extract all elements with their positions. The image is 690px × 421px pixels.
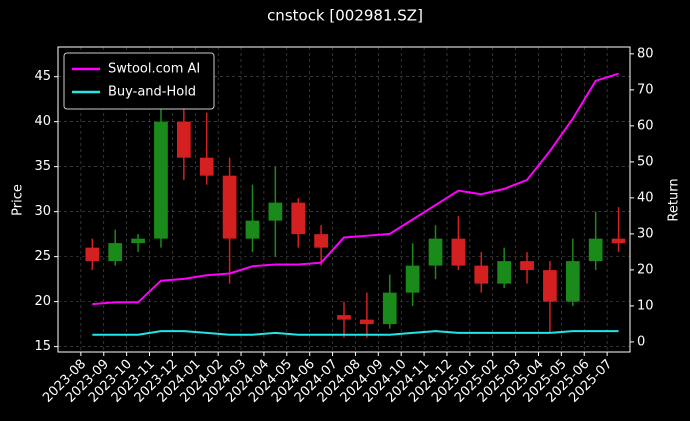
y2-tick-label: 70 — [637, 82, 654, 97]
candle-body — [565, 261, 580, 302]
candle-body — [497, 261, 512, 284]
y-tick-label: 35 — [34, 159, 51, 174]
y-tick-label: 15 — [34, 339, 51, 354]
legend: Swtool.com AI Buy-and-Hold — [63, 52, 215, 110]
y2-tick-label: 10 — [637, 298, 654, 313]
candle-body — [428, 238, 443, 266]
candle-body — [176, 121, 191, 158]
legend-label: Buy-and-Hold — [108, 85, 196, 100]
candle-body — [611, 238, 626, 244]
candle-body — [474, 265, 489, 284]
return-line — [92, 72, 619, 306]
candle-body — [314, 234, 328, 248]
y2-tick-label: 0 — [637, 334, 645, 349]
y2-tick-label: 20 — [637, 262, 654, 277]
candle-body — [268, 202, 283, 221]
y-tick-label: 30 — [34, 204, 51, 219]
candle-body — [222, 175, 237, 239]
candle-body — [131, 238, 145, 244]
candle-body — [291, 202, 306, 235]
candle-body — [108, 243, 123, 262]
candle-body — [405, 265, 420, 293]
chart-title: cnstock [002981.SZ] — [267, 7, 423, 25]
candle-body — [154, 121, 168, 239]
candle-body — [588, 238, 603, 262]
candle-body — [245, 220, 260, 239]
candle-body — [451, 238, 466, 266]
plot-frame — [57, 46, 631, 353]
candle-body — [360, 319, 374, 325]
candle-body — [85, 247, 100, 262]
y2-tick-label: 50 — [637, 154, 654, 169]
y-tick-label: 40 — [34, 114, 51, 129]
legend-box — [63, 52, 215, 110]
candle-body — [520, 261, 534, 271]
candle-body — [337, 315, 351, 320]
return-line — [92, 330, 619, 336]
y2-tick-label: 60 — [637, 118, 654, 133]
candle-body — [199, 157, 214, 176]
legend-label: Swtool.com AI — [108, 62, 200, 77]
y2-axis-label: Return — [667, 178, 682, 221]
y2-tick-label: 30 — [637, 226, 654, 241]
y-axis-label: Price — [11, 184, 26, 216]
candle-body — [382, 292, 397, 325]
y-tick-label: 25 — [34, 249, 51, 264]
y-tick-label: 20 — [34, 294, 51, 309]
y-tick-label: 45 — [34, 69, 51, 84]
candle-body — [543, 270, 557, 302]
y2-tick-label: 80 — [637, 46, 654, 61]
y2-tick-label: 40 — [637, 190, 654, 205]
